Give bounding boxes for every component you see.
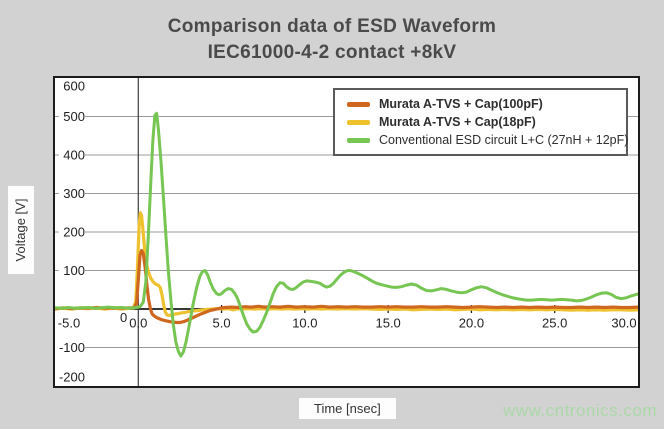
legend-item-1: Murata A-TVS + Cap(18pF) [347,113,626,131]
y-tick-label-bg [58,263,85,278]
chart-title-line1: Comparison data of ESD Waveform [167,16,497,37]
legend-swatch-icon [347,119,370,125]
y-tick-label--200: -200 [59,370,85,385]
x-tick-label-5: 5.0 [213,316,231,331]
y-tick-label-300: 300 [63,186,85,201]
x-axis-title: Time [nsec] [299,398,396,419]
legend: Murata A-TVS + Cap(100pF) Murata A-TVS + … [333,88,628,156]
series-line-2 [55,111,638,358]
y-tick-label-400: 400 [63,148,85,163]
x-tick-label-15: 15.0 [375,316,400,331]
chart-title: Comparison data of ESD Waveform IEC61000… [0,14,664,66]
y-axis-title: Voltage [V] [8,186,34,274]
y-tick-label-bg [58,148,85,162]
chart-svg: 600 500 400 300 200 100 0 -100 -200 -5.0 0.0 5.0 10.… [55,78,638,386]
legend-label: Conventional ESD circuit L+C (27nH + 12p… [379,133,629,147]
x-tick-label-20: 20.0 [459,316,484,331]
legend-label: Murata A-TVS + Cap(18pF) [379,115,536,129]
y-tick-label-bg [55,340,85,355]
y-tick-label-200: 200 [63,225,85,240]
watermark: www.cntronics.com [503,401,657,420]
y-tick-label-bg [58,186,85,201]
y-tick-label-bg [58,79,85,93]
legend-label: Murata A-TVS + Cap(100pF) [379,97,543,111]
legend-swatch-icon [347,101,370,107]
chart-title-line2: IEC61000-4-2 contact +8kV [207,42,457,63]
series-line-0 [55,248,638,325]
y-tick-label-bg [55,370,85,384]
legend-item-0: Murata A-TVS + Cap(100pF) [347,95,626,113]
x-tick-label-0: 0.0 [129,316,147,331]
plot-area: 600 500 400 300 200 100 0 -100 -200 -5.0 0.0 5.0 10.… [53,76,640,388]
series-line-1 [55,211,638,318]
y-tick-label-0: 0 [120,310,127,325]
x-tick-label-10: 10.0 [292,316,317,331]
y-tick-label-bg [58,109,85,124]
y-tick-label-bg [58,225,85,239]
y-tick-label-600: 600 [63,79,85,94]
x-tick-label--5: -5.0 [58,316,80,331]
y-tick-label-100: 100 [63,263,85,278]
x-tick-label-30: 30.0 [611,316,636,331]
legend-swatch-icon [347,137,370,143]
x-tick-label-25: 25.0 [542,316,567,331]
y-tick-label--100: -100 [59,340,85,355]
y-tick-label-500: 500 [63,109,85,124]
legend-item-2: Conventional ESD circuit L+C (27nH + 12p… [347,131,629,149]
